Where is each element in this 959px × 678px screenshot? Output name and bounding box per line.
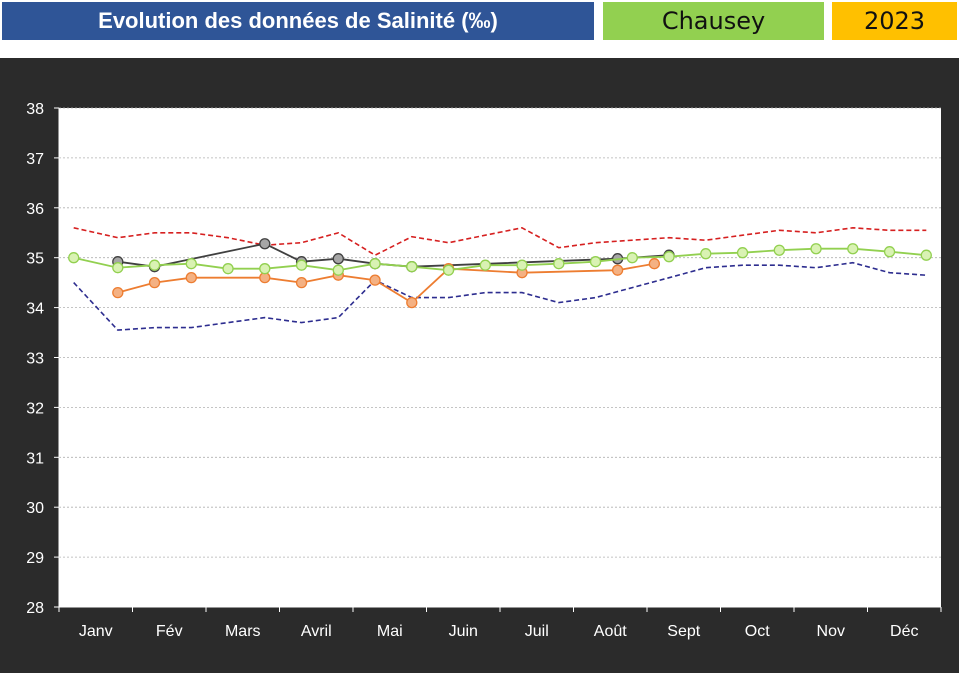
chart-title-banner: Evolution des données de Salinité (‰) [2, 2, 594, 40]
y-tick-label: 38 [26, 101, 44, 118]
series-line-5 [73, 247, 927, 272]
x-tick-label: Août [594, 623, 627, 640]
y-tick-label: 35 [26, 251, 44, 268]
data-point [259, 263, 271, 275]
x-tick-label: Nov [817, 623, 845, 640]
year-label: 2023 [863, 7, 926, 35]
data-point [406, 296, 418, 309]
site-name: Chausey [661, 7, 766, 35]
data-point [773, 244, 785, 256]
data-point [148, 259, 161, 271]
data-point [369, 274, 381, 286]
series-line-2 [73, 261, 927, 331]
y-tick-label: 34 [26, 301, 44, 318]
x-tick-label: Déc [890, 623, 918, 640]
data-point [479, 259, 491, 271]
data-point [295, 259, 308, 271]
data-point [406, 261, 418, 273]
series-line-4 [117, 262, 655, 304]
data-point [883, 246, 896, 258]
data-point [847, 243, 859, 255]
x-tick-label: Juin [449, 623, 478, 640]
x-tick-label: Oct [745, 623, 770, 640]
x-tick-label: Juil [525, 623, 549, 640]
year-banner: 2023 [832, 2, 957, 40]
data-point [332, 264, 344, 276]
data-point [920, 249, 932, 261]
data-point [68, 252, 80, 264]
data-point [259, 238, 271, 250]
data-point [185, 272, 197, 284]
data-point [295, 276, 308, 289]
data-point [700, 248, 712, 260]
gridlines [59, 107, 941, 558]
site-banner: Chausey [603, 2, 824, 40]
data-point [369, 258, 381, 270]
data-point [626, 252, 638, 264]
data-point [589, 256, 602, 268]
y-tick-label: 28 [26, 600, 44, 617]
data-point [663, 251, 675, 263]
chart-frame: 28 29 30 31 32 33 34 35 36 37 38 Janv Fév Mars Avril Ma… [0, 58, 959, 673]
x-tick-label: Mars [225, 623, 261, 640]
data-point [148, 276, 161, 289]
data-point [611, 264, 624, 276]
axes: 28 29 30 31 32 33 34 35 36 37 38 Janv Fév Mars Avril Ma… [26, 101, 942, 640]
y-tick-label: 30 [26, 500, 44, 517]
series-group [68, 226, 932, 331]
y-tick-label: 33 [26, 351, 44, 368]
x-tick-label: Avril [301, 623, 332, 640]
y-tick-label: 32 [26, 400, 44, 417]
salinity-line-chart: 28 29 30 31 32 33 34 35 36 37 38 Janv Fév Mars Avril Ma… [26, 101, 942, 640]
x-tick-label: Janv [79, 623, 113, 640]
data-point [516, 259, 528, 271]
x-tick-label: Sept [667, 623, 700, 640]
data-point [332, 253, 344, 265]
x-tick-label: Fév [156, 623, 183, 640]
data-point [810, 243, 822, 255]
data-point [648, 258, 660, 270]
y-tick-label: 31 [26, 450, 44, 467]
y-tick-label: 36 [26, 201, 44, 218]
x-tick-label: Mai [377, 623, 403, 640]
data-point [736, 247, 749, 259]
data-point [112, 286, 124, 299]
chart-title: Evolution des données de Salinité (‰) [98, 8, 498, 33]
data-point [442, 264, 455, 276]
data-point [222, 263, 234, 275]
data-point [553, 258, 565, 270]
data-point [185, 258, 197, 270]
y-tick-label: 29 [26, 550, 44, 567]
data-point [112, 262, 124, 274]
y-tick-label: 37 [26, 151, 44, 168]
